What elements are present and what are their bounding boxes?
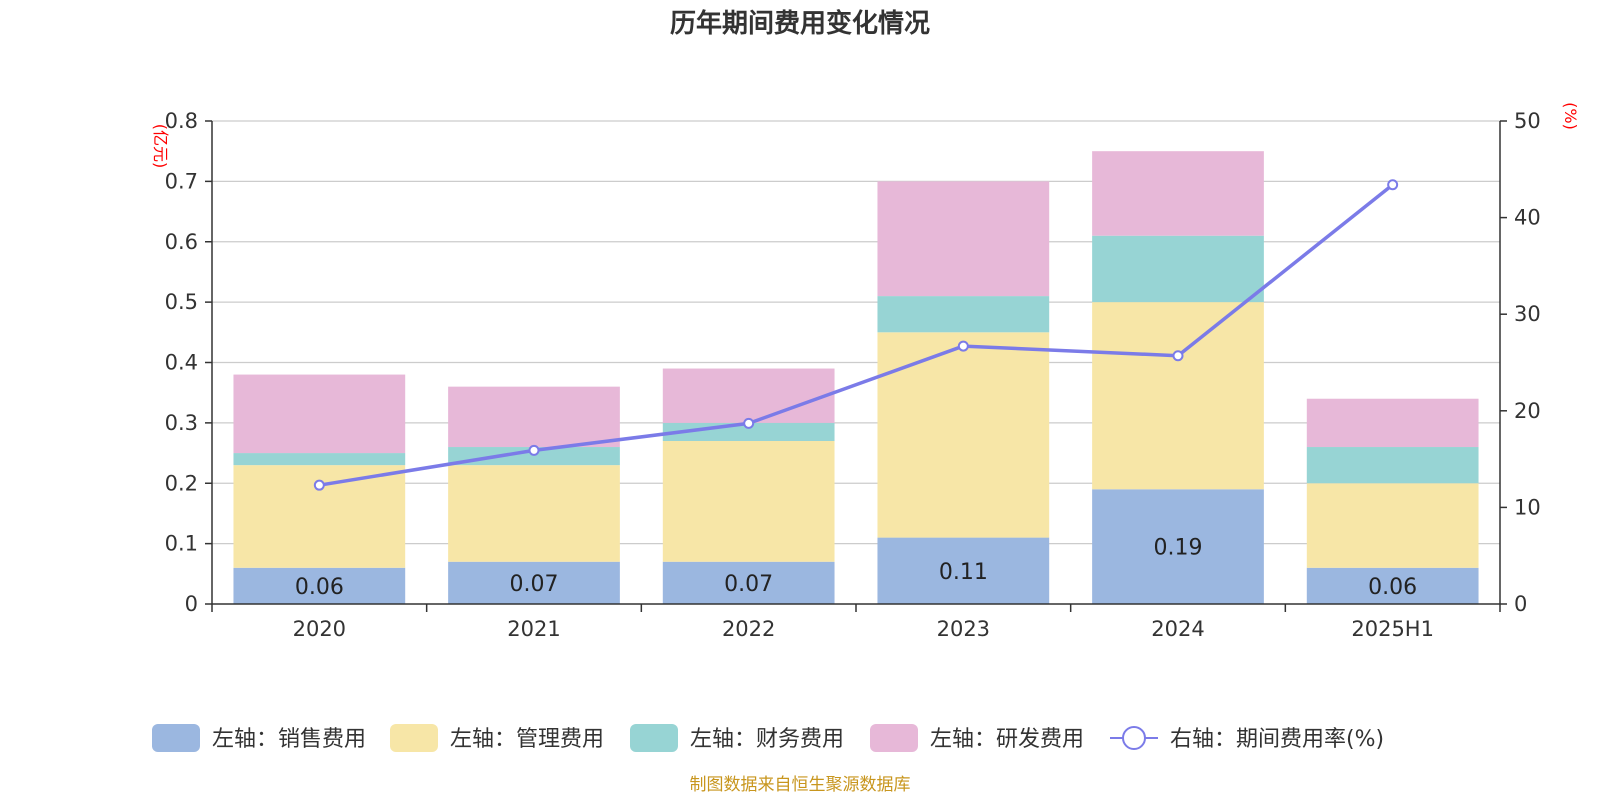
rate-point bbox=[1172, 350, 1184, 362]
right-tick-label: 30 bbox=[1514, 302, 1541, 326]
bar-segment bbox=[1092, 489, 1264, 604]
bar-segment bbox=[1306, 567, 1479, 604]
left-tick-label: 0.5 bbox=[165, 290, 198, 314]
right-axis-unit: (%) bbox=[1561, 102, 1580, 130]
left-axis-unit: (亿元) bbox=[151, 124, 170, 169]
bar-segment bbox=[1092, 302, 1264, 490]
x-tick-label: 2023 bbox=[937, 617, 990, 641]
x-tick-label: 2024 bbox=[1151, 617, 1204, 641]
bar-segment bbox=[1092, 235, 1264, 303]
bar-segment bbox=[448, 447, 620, 466]
bar-segment bbox=[1306, 483, 1479, 568]
bar-segment bbox=[1092, 151, 1264, 236]
legend-swatch bbox=[390, 724, 438, 752]
left-tick-label: 0.3 bbox=[165, 411, 198, 435]
legend-swatch bbox=[152, 724, 200, 752]
bar-data-label: 0.07 bbox=[724, 572, 773, 597]
x-tick-label: 2025H1 bbox=[1351, 617, 1434, 641]
rate-point bbox=[743, 417, 755, 429]
bar-segment bbox=[233, 374, 406, 454]
legend-label: 左轴：管理费用 bbox=[450, 727, 604, 752]
plot-area: 0 0.1 0.2 0.3 0.4 0.5 0.6 0.7 0.8 0 10 20 30 40 50 (亿元)… bbox=[151, 102, 1580, 641]
bar-segment bbox=[662, 440, 835, 562]
legend-label: 左轴：销售费用 bbox=[212, 727, 366, 752]
legend-label: 左轴：研发费用 bbox=[930, 727, 1084, 752]
right-tick-label: 20 bbox=[1514, 399, 1541, 423]
left-tick-label: 0 bbox=[185, 592, 198, 616]
bar-data-label: 0.19 bbox=[1154, 536, 1203, 561]
chart-title: 历年期间费用变化情况 bbox=[670, 8, 930, 39]
bar-data-label: 0.06 bbox=[1368, 575, 1417, 600]
left-tick-label: 0.6 bbox=[165, 230, 198, 254]
rate-point bbox=[313, 479, 325, 491]
bar-segment bbox=[1306, 447, 1479, 484]
bar-segment bbox=[448, 465, 620, 562]
left-tick-label: 0.1 bbox=[165, 532, 198, 556]
bar-segment bbox=[233, 453, 406, 466]
legend-swatch bbox=[630, 724, 678, 752]
bar-data-label: 0.07 bbox=[510, 572, 559, 597]
legend: 左轴：销售费用 左轴：管理费用 左轴：财务费用 左轴：研发费用 右轴：期间费用率(%) bbox=[152, 724, 1384, 752]
bar-segment bbox=[662, 561, 835, 604]
right-tick-label: 10 bbox=[1514, 495, 1541, 519]
legend-swatch bbox=[870, 724, 918, 752]
left-tick-label: 0.4 bbox=[165, 351, 198, 375]
rate-point bbox=[1387, 179, 1399, 191]
x-tick-label: 2020 bbox=[293, 617, 346, 641]
x-tick-label: 2021 bbox=[507, 617, 560, 641]
bar-segment bbox=[448, 386, 620, 448]
rate-line bbox=[319, 183, 1394, 487]
left-tick-label: 0.8 bbox=[165, 109, 198, 133]
bar-segment bbox=[1306, 398, 1479, 448]
bar-segment bbox=[662, 368, 835, 423]
legend-label: 左轴：财务费用 bbox=[690, 727, 844, 752]
source-note: 制图数据来自恒生聚源数据库 bbox=[690, 775, 911, 795]
bar-segment bbox=[877, 181, 1050, 297]
legend-label: 右轴：期间费用率(%) bbox=[1170, 727, 1384, 752]
bar-data-label: 0.11 bbox=[939, 560, 988, 585]
bar-segment bbox=[877, 332, 1050, 538]
rate-point bbox=[957, 340, 969, 352]
legend-marker bbox=[1122, 726, 1146, 750]
right-tick-label: 0 bbox=[1514, 592, 1527, 616]
bar-segment bbox=[448, 561, 620, 604]
right-tick-label: 50 bbox=[1514, 109, 1541, 133]
bar-data-label: 0.06 bbox=[295, 575, 344, 600]
x-tick-label: 2022 bbox=[722, 617, 775, 641]
left-tick-label: 0.2 bbox=[165, 471, 198, 495]
bar-segment bbox=[877, 537, 1050, 604]
bar-segment bbox=[233, 567, 406, 604]
left-tick-label: 0.7 bbox=[165, 169, 198, 193]
right-tick-label: 40 bbox=[1514, 206, 1541, 230]
bar-segment bbox=[877, 296, 1050, 333]
rate-point bbox=[528, 444, 540, 456]
